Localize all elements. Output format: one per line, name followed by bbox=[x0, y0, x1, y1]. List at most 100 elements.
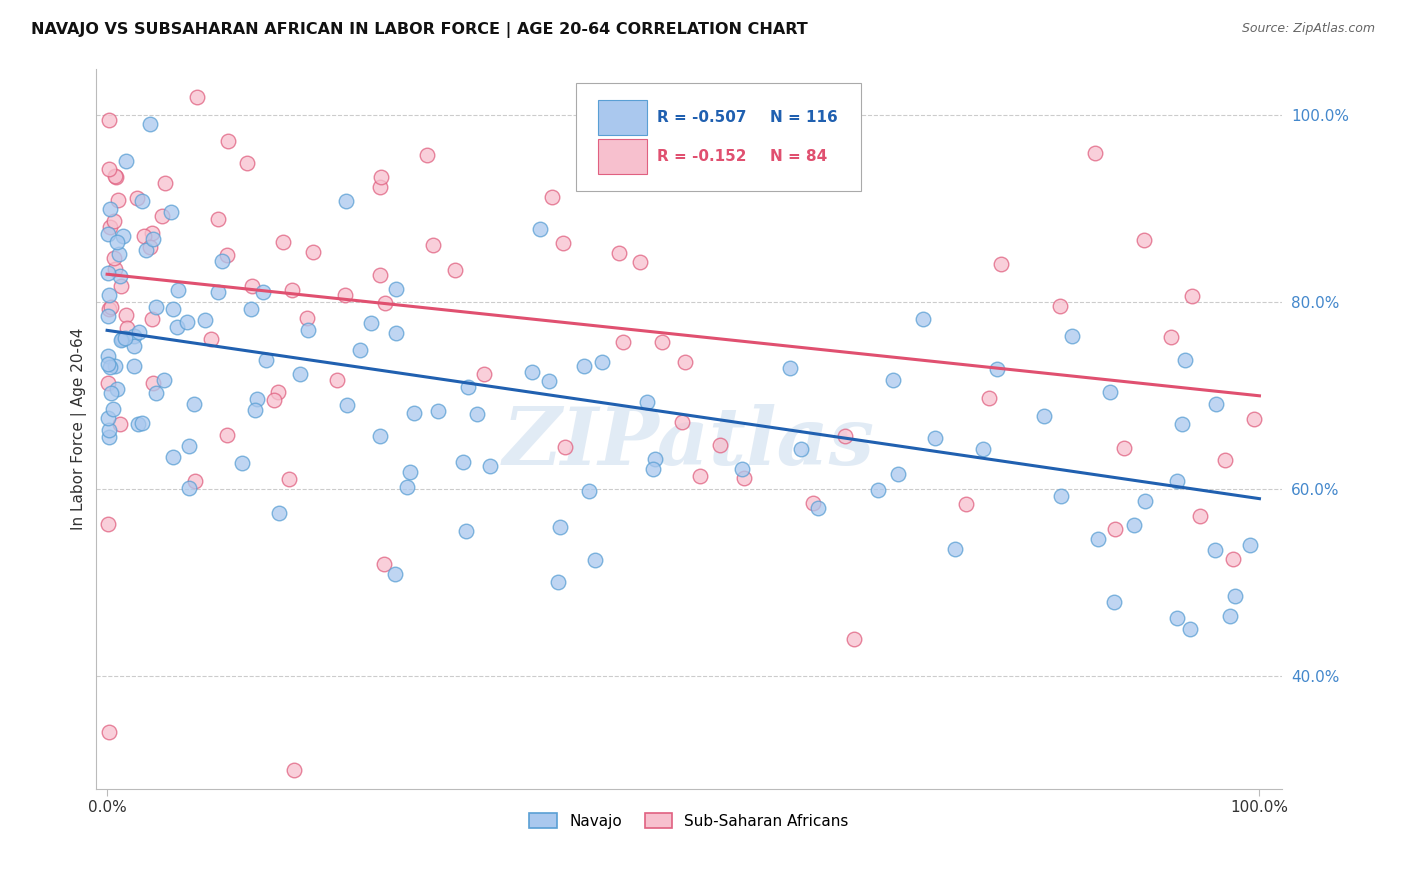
Point bbox=[385, 326, 408, 340]
Point bbox=[207, 285, 229, 300]
Point bbox=[128, 325, 150, 339]
Point bbox=[443, 262, 465, 277]
Point bbox=[924, 431, 946, 445]
Text: R = -0.152: R = -0.152 bbox=[657, 149, 747, 164]
Point bbox=[979, 391, 1001, 405]
Point bbox=[1180, 622, 1202, 636]
Point bbox=[108, 247, 131, 261]
Point bbox=[179, 439, 201, 453]
Point bbox=[97, 410, 120, 425]
Point bbox=[124, 338, 146, 352]
Point bbox=[105, 170, 128, 185]
Point bbox=[422, 238, 444, 252]
Point bbox=[834, 428, 856, 442]
Point bbox=[283, 763, 305, 777]
Point bbox=[578, 484, 600, 499]
Point bbox=[538, 374, 561, 388]
Point bbox=[1205, 397, 1227, 411]
Point bbox=[779, 360, 801, 375]
Point bbox=[166, 283, 188, 297]
Point bbox=[98, 301, 121, 316]
Point bbox=[207, 212, 229, 227]
Point bbox=[1112, 441, 1135, 455]
Point bbox=[644, 451, 666, 466]
Point bbox=[98, 725, 121, 739]
Point bbox=[842, 632, 865, 646]
Point bbox=[336, 398, 359, 412]
Point bbox=[145, 385, 167, 400]
Point bbox=[426, 404, 449, 418]
Point bbox=[217, 428, 239, 442]
Point bbox=[217, 134, 239, 148]
Point bbox=[105, 382, 128, 396]
Point bbox=[955, 497, 977, 511]
Point bbox=[122, 359, 145, 373]
Point bbox=[98, 288, 121, 302]
Point bbox=[104, 169, 127, 183]
Point bbox=[1213, 453, 1236, 467]
Point bbox=[153, 373, 176, 387]
Point bbox=[673, 354, 696, 368]
Point bbox=[335, 288, 357, 302]
Point bbox=[554, 440, 576, 454]
Point bbox=[1181, 289, 1204, 303]
Point bbox=[278, 471, 301, 485]
Point bbox=[162, 450, 184, 464]
Point bbox=[162, 301, 184, 316]
Point bbox=[986, 362, 1008, 376]
Point bbox=[368, 179, 391, 194]
Point bbox=[1133, 233, 1156, 247]
Point bbox=[103, 214, 125, 228]
Point bbox=[1174, 352, 1197, 367]
Point bbox=[1166, 611, 1188, 625]
Point bbox=[97, 113, 120, 128]
Point bbox=[111, 228, 134, 243]
Point bbox=[252, 285, 274, 299]
Point bbox=[1049, 299, 1071, 313]
Point bbox=[101, 401, 124, 416]
Point bbox=[108, 269, 131, 284]
Point bbox=[159, 204, 181, 219]
Point bbox=[98, 359, 121, 374]
Point bbox=[1104, 595, 1126, 609]
Point bbox=[97, 376, 120, 391]
Point bbox=[520, 365, 543, 379]
Point bbox=[211, 254, 233, 268]
Point bbox=[134, 229, 156, 244]
Point bbox=[607, 245, 630, 260]
Point bbox=[945, 542, 967, 557]
Point bbox=[583, 552, 606, 566]
Point bbox=[104, 262, 127, 277]
Point bbox=[709, 438, 731, 452]
Point bbox=[142, 376, 165, 391]
Point bbox=[98, 161, 121, 176]
Y-axis label: In Labor Force | Age 20-64: In Labor Force | Age 20-64 bbox=[72, 327, 87, 530]
Point bbox=[103, 251, 125, 265]
Point bbox=[1084, 145, 1107, 160]
Point bbox=[404, 406, 426, 420]
Point bbox=[115, 321, 138, 335]
Point bbox=[731, 462, 754, 476]
Point bbox=[184, 474, 207, 488]
Point bbox=[236, 155, 259, 169]
Point bbox=[142, 232, 165, 246]
Point bbox=[97, 266, 120, 280]
Point bbox=[139, 239, 162, 253]
Point bbox=[138, 117, 160, 131]
Point bbox=[1033, 409, 1056, 423]
Text: ZIPatlas: ZIPatlas bbox=[503, 404, 875, 482]
Point bbox=[612, 334, 634, 349]
Point bbox=[1050, 489, 1073, 503]
Point bbox=[100, 300, 122, 314]
Text: Source: ZipAtlas.com: Source: ZipAtlas.com bbox=[1241, 22, 1375, 36]
Text: N = 116: N = 116 bbox=[769, 110, 838, 125]
Point bbox=[553, 236, 575, 251]
Point bbox=[628, 255, 651, 269]
Point bbox=[651, 334, 673, 349]
Point bbox=[882, 373, 904, 387]
Point bbox=[972, 442, 994, 456]
Point bbox=[239, 301, 262, 316]
Point bbox=[110, 333, 132, 347]
Point bbox=[141, 311, 163, 326]
Text: N = 84: N = 84 bbox=[769, 149, 827, 164]
